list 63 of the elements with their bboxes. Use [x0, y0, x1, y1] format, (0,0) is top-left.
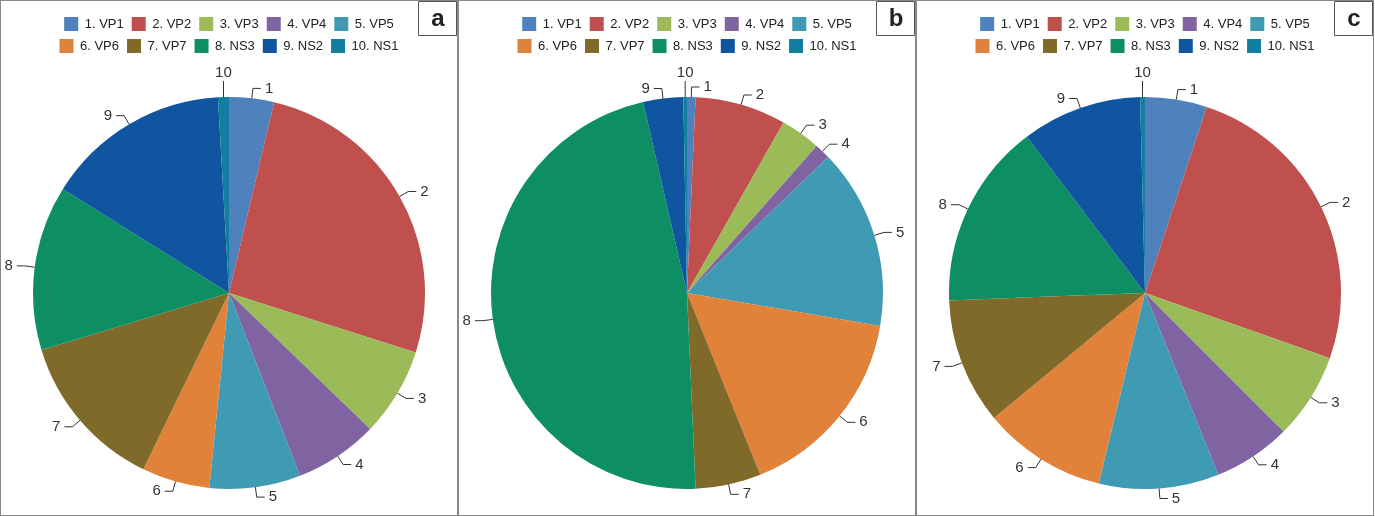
text: 4: [1270, 454, 1279, 472]
legend-label: 7. VP7: [605, 37, 645, 53]
text: 6: [1015, 457, 1024, 475]
legend-label: 2. VP2: [152, 15, 192, 31]
text: 6: [859, 412, 868, 430]
legend-label: 1. VP1: [1000, 15, 1040, 31]
text: 2: [1341, 192, 1351, 210]
text: 8: [938, 194, 947, 212]
chart-title: c: [1347, 3, 1361, 31]
legend-label: 6. VP6: [538, 37, 578, 53]
legend-label: 4. VP4: [745, 15, 785, 31]
text: 5: [895, 222, 905, 240]
text: 2: [755, 85, 765, 103]
text: 4: [841, 134, 850, 152]
text: 3: [1331, 392, 1340, 410]
text: 9: [1056, 88, 1066, 106]
legend-label: 10. NS1: [1267, 37, 1315, 53]
text: 7: [932, 356, 941, 374]
legend-label: 8. NS3: [215, 37, 255, 53]
text: 8: [462, 310, 471, 328]
legend-label: 9. NS2: [741, 37, 782, 53]
text: 3: [417, 388, 427, 406]
text: 7: [52, 416, 61, 434]
legend-label: 6. VP6: [80, 37, 120, 53]
legend-label: 3. VP3: [1135, 15, 1175, 31]
text: 9: [641, 78, 650, 96]
legend-label: 10. NS1: [351, 37, 399, 53]
text: 6: [152, 481, 161, 499]
legend-label: 4. VP4: [287, 15, 327, 31]
text: 5: [1171, 488, 1181, 506]
legend-label: 10. NS1: [809, 37, 857, 53]
legend-label: 7. VP7: [1063, 37, 1103, 53]
legend-label: 9. NS2: [1199, 37, 1240, 53]
text: 3: [818, 115, 827, 133]
text: 5: [268, 487, 278, 505]
text: 2: [420, 181, 429, 199]
legend-label: 1. VP1: [542, 15, 582, 31]
legend-label: 7. VP7: [147, 37, 187, 53]
chart-title: a: [431, 3, 446, 31]
text: 10: [215, 62, 232, 80]
legend-label: 8. NS3: [673, 37, 713, 53]
legend-label: 5. VP5: [812, 15, 852, 31]
chart-title: b: [888, 3, 904, 31]
legend-label: 1. VP1: [84, 15, 124, 31]
legend-label: 3. VP3: [677, 15, 717, 31]
legend-label: 6. VP6: [996, 37, 1036, 53]
text: 9: [103, 105, 113, 123]
legend-label: 5. VP5: [1270, 15, 1310, 31]
legend-label: 3. VP3: [219, 15, 259, 31]
legend-label: 9. NS2: [283, 37, 324, 53]
legend-label: 4. VP4: [1203, 15, 1243, 31]
text: 10: [676, 62, 694, 80]
text: 7: [742, 484, 752, 502]
legend-label: 5. VP5: [354, 15, 394, 31]
legend-label: 2. VP2: [610, 15, 650, 31]
text: 1: [703, 77, 712, 95]
text: 1: [264, 78, 274, 96]
text: 10: [1134, 62, 1151, 80]
text: 4: [355, 454, 364, 472]
legend-label: 2. VP2: [1068, 15, 1108, 31]
legend-label: 8. NS3: [1131, 37, 1171, 53]
text: 8: [4, 256, 13, 274]
text: 1: [1189, 79, 1199, 97]
